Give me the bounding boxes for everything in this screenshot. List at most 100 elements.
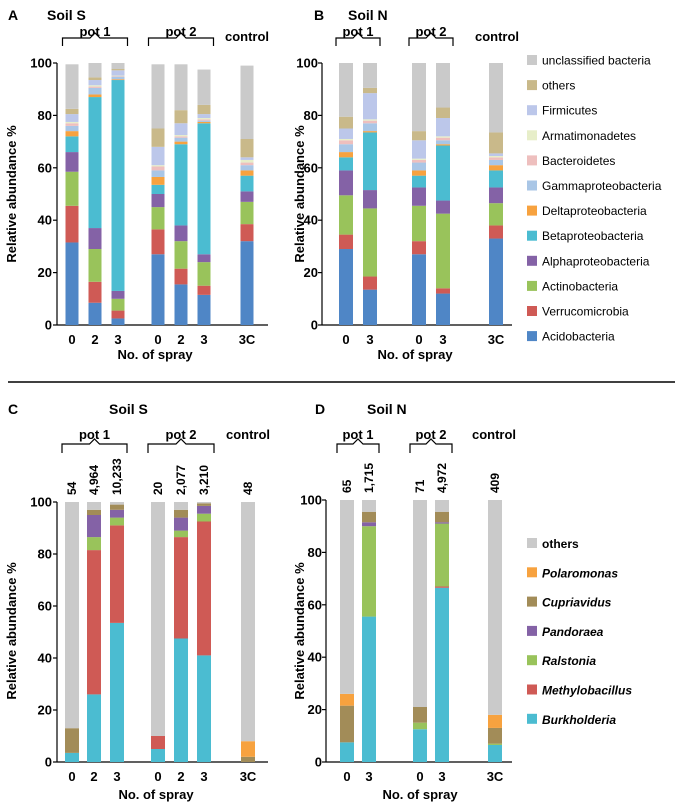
panel-d-bracket-pot-2 — [409, 438, 453, 453]
panel-c-bar-2-cupriavidus — [87, 509, 101, 515]
panel-b-bar-4-bacteroidetes — [436, 137, 450, 141]
panel-a-bar-2-bacteroidetes — [88, 86, 102, 88]
panel-b-bar-2-alphaproteobacteria — [363, 190, 377, 209]
panel-c-group-label-control: control — [226, 427, 270, 442]
panel-b-bar-1-firmicutes — [339, 128, 353, 139]
panel-a-bracket-pot-2 — [147, 32, 215, 46]
panel-a-bar-6-gammaproteobacteria — [197, 120, 211, 122]
panel-d-bar-3-burkholderia — [413, 729, 427, 762]
panel-d-bar-3-cupriavidus — [413, 706, 427, 723]
panel-c-bar-7-others — [241, 502, 255, 742]
panel-b-xtick-label: 3C — [488, 332, 505, 347]
panel-c-ytick-label: 40 — [38, 651, 52, 666]
panel-c-bar-6-burkholderia — [197, 655, 211, 762]
legend-ab-swatch-unclassified-bacteria — [527, 55, 537, 65]
panel-d-bar-5-ralstonia — [488, 743, 502, 745]
panel-b-bar-5-bacteroidetes — [489, 157, 503, 160]
panel-c-bar-2-others — [87, 502, 101, 510]
panel-b-bar-4-gammaproteobacteria — [436, 140, 450, 145]
panel-c-read-count: 4,964 — [87, 465, 101, 495]
panel-d-bar-2-others — [362, 500, 376, 512]
panel-c-bar-6-methylobacillus — [197, 521, 211, 656]
panel-b-bar-3-unclassified-bacteria — [412, 63, 426, 132]
panel-c-read-count: 3,210 — [197, 465, 211, 495]
panel-b-bar-2-armatimonadetes — [363, 119, 377, 121]
panel-a-bar-1-others — [65, 108, 79, 115]
panel-b-bar-2-acidobacteria — [363, 289, 377, 325]
panel-b-bar-5-armatimonadetes — [489, 156, 503, 158]
panel-c-read-count: 54 — [65, 481, 79, 495]
panel-a-bar-3-acidobacteria — [111, 318, 125, 325]
panel-c-bar-7-polaromonas — [241, 741, 255, 757]
panel-d-xtick-label: 3 — [438, 769, 445, 784]
panel-b-bar-3-gammaproteobacteria — [412, 162, 426, 171]
legend-ab-label-bacteroidetes: Bacteroidetes — [542, 154, 615, 168]
panel-a-bar-1-actinobacteria — [65, 171, 79, 206]
legend-cd-swatch-pandoraea — [527, 625, 537, 636]
panel-d-chart: D Soil N Relative abundance % No. of spr… — [292, 401, 516, 802]
panel-a-bar-6-firmicutes — [197, 114, 211, 119]
panel-d-bar-2-burkholderia — [362, 616, 376, 762]
panel-d-bar-3-ralstonia — [413, 722, 427, 730]
panel-b-bar-5-firmicutes — [489, 153, 503, 157]
panel-c-read-count: 2,077 — [174, 465, 188, 495]
panel-d-ylabel: Relative abundance % — [292, 562, 307, 700]
panel-a-group-label-pot-1: pot 1 — [79, 24, 110, 39]
panel-b-bar-1-actinobacteria — [339, 195, 353, 235]
panel-b-bar-1-deltaproteobacteria — [339, 152, 353, 158]
panel-a-bar-1-alphaproteobacteria — [65, 152, 79, 172]
panel-b-bar-5-deltaproteobacteria — [489, 165, 503, 171]
legend-cd-swatch-polaromonas — [527, 567, 537, 578]
panel-a-group-label-pot-2: pot 2 — [165, 24, 196, 39]
panel-c-xtick-label: 3 — [200, 769, 207, 784]
panel-b-bar-3-alphaproteobacteria — [412, 187, 426, 206]
panel-a-bar-7-deltaproteobacteria — [240, 170, 254, 176]
panel-a-bar-6-alphaproteobacteria — [197, 254, 211, 263]
panel-a-bar-6-actinobacteria — [197, 262, 211, 286]
panel-b-bar-4-alphaproteobacteria — [436, 200, 450, 214]
panel-c-read-count: 10,233 — [110, 458, 124, 495]
legend-ab-label-alphaproteobacteria: Alphaproteobacteria — [542, 254, 650, 268]
legend-ab-swatch-acidobacteria — [527, 331, 537, 342]
legend-cd: others Polaromonas Cupriavidus Pandoraea Ral… — [527, 537, 632, 727]
panel-c-bar-5-pandoraea — [174, 517, 188, 531]
panel-a-bar-4-unclassified-bacteria — [151, 64, 165, 129]
panel-a-bar-5-betaproteobacteria — [174, 144, 188, 226]
panel-a-letter: A — [8, 7, 18, 23]
panel-a-bracket-pot-1 — [61, 32, 129, 46]
legend-cd-label-others: others — [542, 537, 579, 551]
panel-a-bar-6-deltaproteobacteria — [197, 121, 211, 124]
panel-c-bar-2-methylobacillus — [87, 550, 101, 695]
panel-d-bar-5-others — [488, 500, 502, 715]
panel-a-bar-3-others — [111, 69, 125, 71]
panel-d-bar-4-pandoraea — [435, 522, 449, 524]
panel-b-group-label-pot-1: pot 1 — [342, 24, 373, 39]
panel-a-bar-1-acidobacteria — [65, 242, 79, 325]
panel-a-bar-2-betaproteobacteria — [88, 97, 102, 229]
panel-a-bar-5-firmicutes — [174, 123, 188, 136]
panel-d-ytick-label: 100 — [300, 493, 322, 508]
panel-b-xlabel: No. of spray — [377, 347, 453, 362]
panel-a-bar-7-actinobacteria — [240, 201, 254, 225]
panel-b-bar-4-others — [436, 107, 450, 119]
panel-b-bar-1-acidobacteria — [339, 249, 353, 325]
panel-d-bar-4-methylobacillus — [435, 586, 449, 588]
panel-d-bar-4-ralstonia — [435, 523, 449, 587]
panel-b-bar-4-verrucomicrobia — [436, 288, 450, 294]
panel-d-group-label-control: control — [472, 427, 516, 442]
panel-c-bar-3-cupriavidus — [110, 504, 124, 510]
panel-d-read-count: 65 — [340, 479, 354, 493]
panel-c-read-count: 48 — [241, 481, 255, 495]
legend-cd-label-burkholderia: Burkholderia — [542, 713, 616, 727]
panel-a-bar-7-gammaproteobacteria — [240, 165, 254, 171]
panel-a-bar-3-betaproteobacteria — [111, 80, 125, 291]
panel-c-ytick-label: 20 — [38, 703, 52, 718]
panel-a-bar-2-unclassified-bacteria — [88, 63, 102, 78]
panel-a-bar-7-betaproteobacteria — [240, 175, 254, 192]
panel-d-xtick-label: 0 — [416, 769, 423, 784]
panel-b-ytick-label: 100 — [296, 56, 318, 71]
panel-c-group-label-pot-1: pot 1 — [79, 427, 110, 442]
panel-a-ytick-label: 20 — [38, 265, 52, 280]
panel-d-ytick-label: 40 — [308, 650, 322, 665]
panel-b-bar-2-firmicutes — [363, 93, 377, 120]
